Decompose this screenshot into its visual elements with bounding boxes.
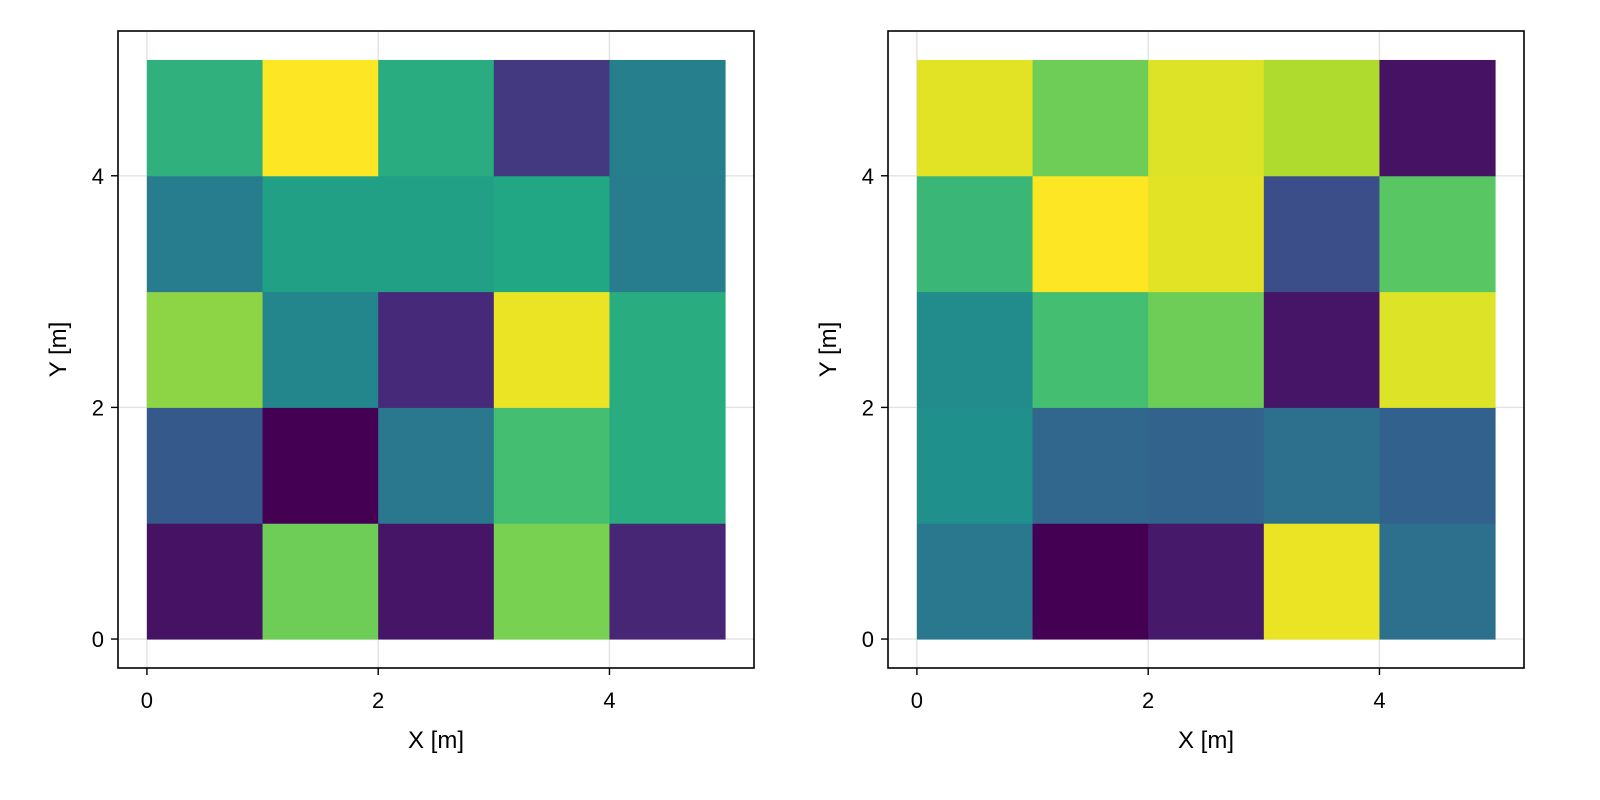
- heatmap-cell: [1148, 175, 1265, 293]
- heatmap-cell: [916, 175, 1034, 293]
- heatmap-panel-right: 0 2 4 0 2 4 X [m] Y [m]: [815, 30, 1525, 754]
- heatmap-cell: [493, 291, 610, 408]
- y-tick-label: 0: [92, 627, 104, 652]
- heatmap-cell: [1379, 407, 1496, 524]
- x-axis-label: X [m]: [1178, 727, 1234, 754]
- heatmap-cell: [916, 407, 1034, 524]
- heatmap-cell: [1379, 523, 1496, 640]
- heatmap-cell: [1032, 523, 1149, 640]
- heatmap-cell: [493, 59, 610, 177]
- heatmap-cell: [609, 407, 726, 524]
- heatmap-cell: [262, 523, 379, 640]
- y-tick-label: 0: [862, 627, 874, 652]
- heatmap-cell: [262, 291, 379, 408]
- heatmap-cell: [1379, 291, 1496, 408]
- heatmap-cells: [146, 59, 726, 640]
- x-tick-label: 4: [1373, 688, 1385, 713]
- x-tick-label: 0: [141, 688, 153, 713]
- heatmap-cell: [916, 523, 1034, 640]
- heatmap-cell: [493, 407, 610, 524]
- heatmap-cell: [262, 175, 379, 293]
- x-tick-label: 2: [372, 688, 384, 713]
- heatmap-cell: [1148, 291, 1265, 408]
- heatmap-cell: [609, 175, 726, 293]
- axis-ticks: 0 2 4 0 2 4: [92, 164, 616, 713]
- heatmap-cell: [493, 523, 610, 640]
- heatmap-panel-left: 0 2 4 0 2 4 X [m] Y [m]: [45, 30, 755, 754]
- heatmap-cell: [1379, 175, 1496, 293]
- heatmap-cell: [146, 523, 264, 640]
- heatmap-cell: [1032, 59, 1149, 177]
- x-tick-label: 4: [603, 688, 615, 713]
- heatmap-cell: [1263, 291, 1380, 408]
- x-axis-label: X [m]: [408, 727, 464, 754]
- heatmap-cell: [146, 291, 264, 408]
- heatmap-cell: [1263, 175, 1380, 293]
- heatmap-cell: [1263, 59, 1380, 177]
- axis-ticks: 0 2 4 0 2 4: [862, 164, 1386, 713]
- heatmap-cell: [146, 175, 264, 293]
- y-tick-label: 4: [92, 164, 104, 189]
- y-axis-label: Y [m]: [815, 322, 842, 378]
- heatmap-cell: [1148, 59, 1265, 177]
- heatmap-cell: [1032, 407, 1149, 524]
- y-tick-label: 2: [862, 395, 874, 420]
- heatmap-cell: [916, 291, 1034, 408]
- heatmap-cell: [1379, 59, 1496, 177]
- axes-frame: [887, 30, 1525, 669]
- heatmap-cell: [1032, 175, 1149, 293]
- heatmap-cell: [1263, 523, 1380, 640]
- heatmap-cell: [378, 59, 495, 177]
- y-axis-label: Y [m]: [45, 322, 72, 378]
- x-tick-label: 2: [1142, 688, 1154, 713]
- axes-frame: [117, 30, 755, 669]
- heatmap-cell: [609, 59, 726, 177]
- heatmap-cell: [1032, 291, 1149, 408]
- heatmap-cell: [262, 407, 379, 524]
- x-tick-label: 0: [911, 688, 923, 713]
- y-tick-label: 4: [862, 164, 874, 189]
- heatmap-cell: [378, 291, 495, 408]
- heatmap-cell: [493, 175, 610, 293]
- heatmap-cell: [609, 523, 726, 640]
- heatmap-cell: [916, 59, 1034, 177]
- heatmap-cell: [262, 59, 379, 177]
- heatmap-cell: [378, 175, 495, 293]
- heatmap-cell: [1148, 523, 1265, 640]
- heatmap-cell: [378, 523, 495, 640]
- heatmap-cell: [378, 407, 495, 524]
- heatmap-cell: [146, 59, 264, 177]
- heatmap-cell: [146, 407, 264, 524]
- y-tick-label: 2: [92, 395, 104, 420]
- heatmap-cells: [916, 59, 1496, 640]
- heatmap-cell: [1148, 407, 1265, 524]
- heatmap-cell: [609, 291, 726, 408]
- heatmap-cell: [1263, 407, 1380, 524]
